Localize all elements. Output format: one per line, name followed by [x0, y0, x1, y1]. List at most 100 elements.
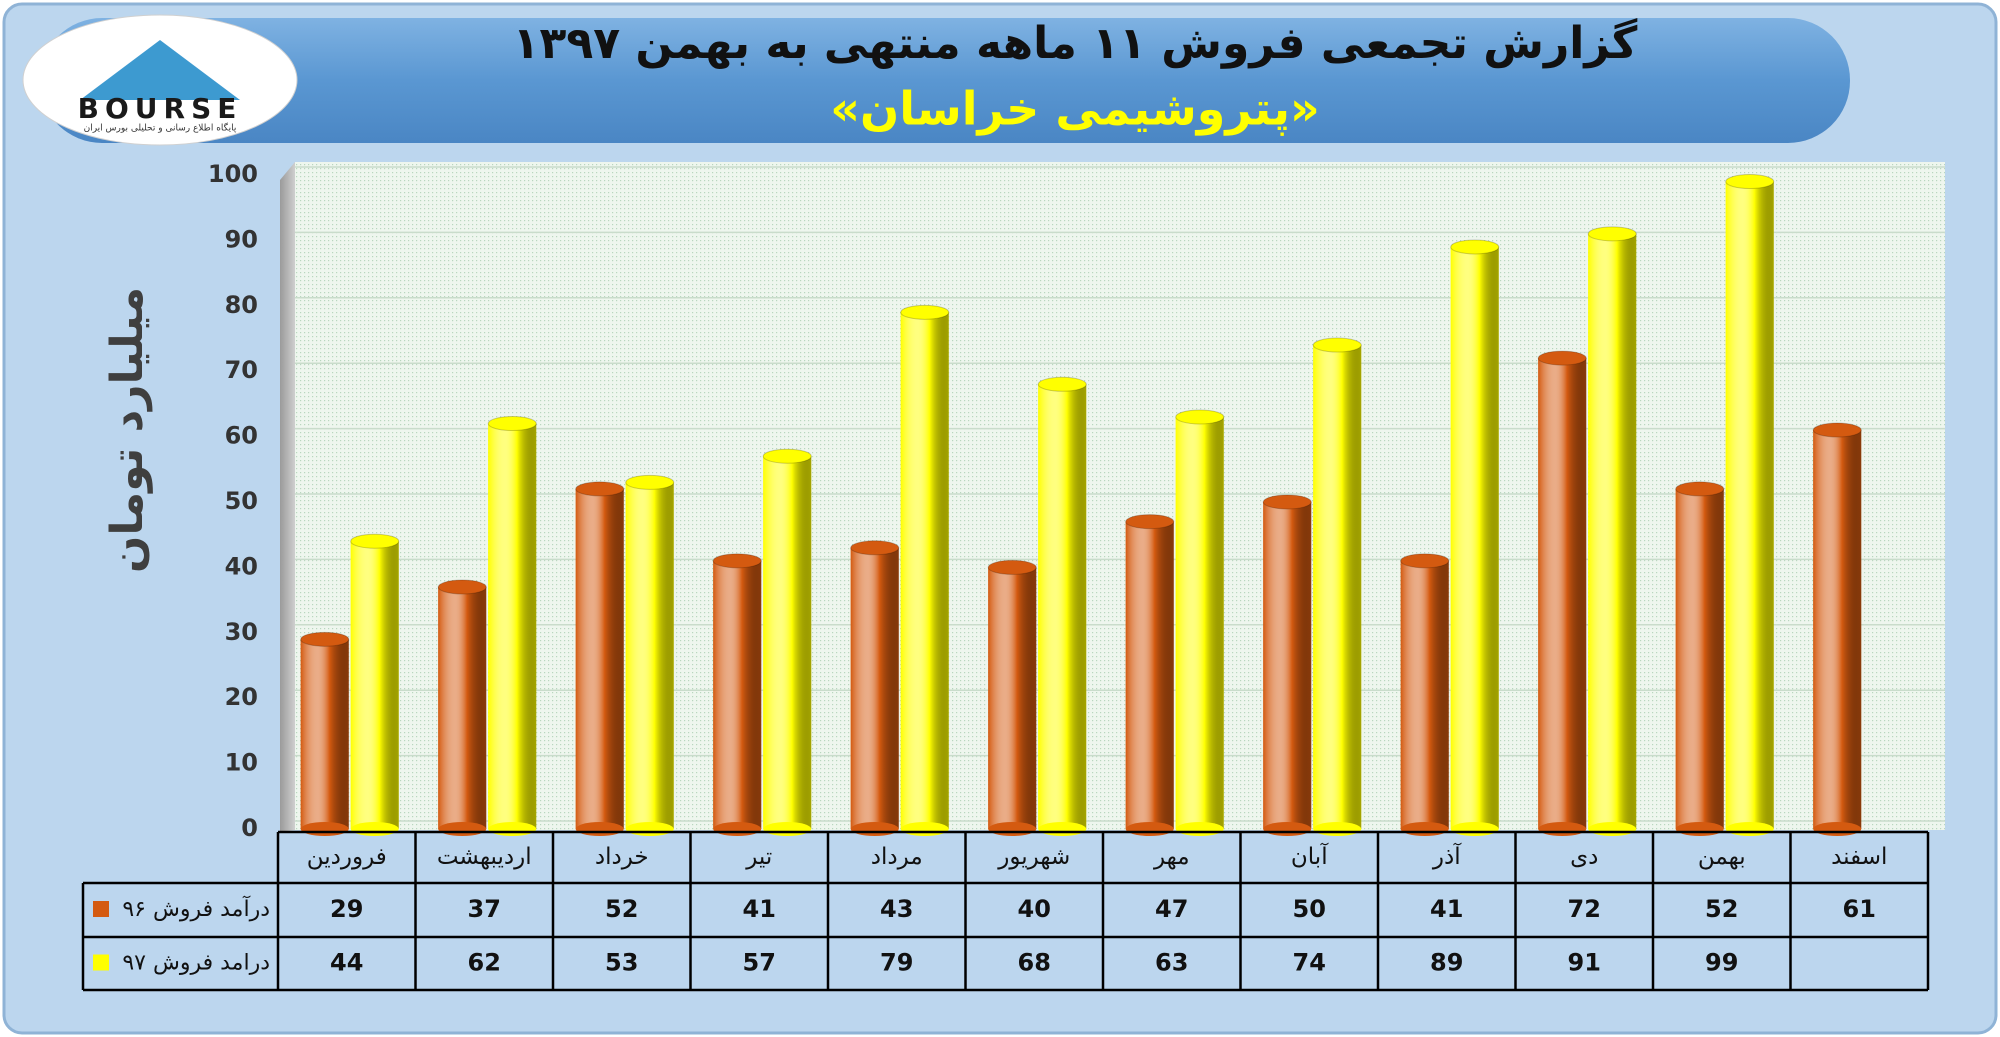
x-tick-label: اردیبهشت	[437, 844, 532, 870]
y-tick-label: 0	[241, 814, 258, 842]
bar-shade	[713, 560, 762, 829]
bar-base	[300, 822, 349, 836]
bar-shade	[1400, 560, 1449, 829]
table-value: 72	[1568, 895, 1601, 923]
bar-cap	[900, 304, 950, 320]
bar-base	[1313, 822, 1362, 836]
x-tick-label: آبان	[1291, 842, 1329, 870]
bar-base	[1725, 822, 1774, 836]
bar-cap	[1537, 350, 1587, 366]
table-value: 44	[330, 949, 363, 977]
y-tick-label: 70	[225, 356, 258, 384]
logo-shape	[80, 40, 240, 100]
x-tick-label: شهریور	[997, 844, 1070, 870]
x-tick-label: فروردین	[307, 844, 387, 870]
y-tick-label: 30	[225, 618, 258, 646]
bar-base	[1038, 822, 1087, 836]
x-tick-label: آذر	[1432, 842, 1462, 870]
bar-cap	[1262, 494, 1312, 510]
bar-cap	[487, 416, 537, 432]
bar-base	[850, 822, 899, 836]
chart-title: گزارش تجمعی فروش ۱۱ ماهه منتهی به بهمن ۱…	[513, 17, 1638, 69]
bar-base	[488, 822, 537, 836]
bar-shade	[900, 312, 949, 830]
y-tick-label: 10	[225, 749, 258, 777]
y-axis-label: میلیارد تومان	[102, 287, 153, 573]
y-tick-label: 80	[225, 291, 258, 319]
bar-cap	[300, 631, 350, 647]
bar-cap	[1037, 376, 1087, 392]
bar-cap	[350, 533, 400, 549]
table-value: 57	[743, 949, 776, 977]
bar-shade	[488, 423, 537, 829]
bar-cap	[1400, 553, 1450, 569]
x-tick-label: بهمن	[1698, 844, 1746, 870]
bar-shade	[1313, 345, 1362, 829]
bar-shade	[1538, 358, 1587, 829]
bar-shade	[300, 639, 349, 829]
plot-area	[295, 162, 1945, 830]
bar-base	[988, 822, 1037, 836]
bar-shade	[1125, 521, 1174, 829]
bar-shade	[1038, 384, 1087, 829]
legend-label: درامد فروش ۹۷	[122, 951, 270, 976]
bar-cap	[625, 474, 675, 490]
table-value: 99	[1705, 949, 1738, 977]
bar-cap	[1175, 409, 1225, 425]
bar-shade	[625, 482, 674, 829]
bar-base	[1538, 822, 1587, 836]
y-tick-label: 20	[225, 683, 258, 711]
table-value: 91	[1568, 949, 1601, 977]
bar-base	[575, 822, 624, 836]
bar-cap	[1450, 239, 1500, 255]
bar-base	[1675, 822, 1724, 836]
title-banner	[40, 18, 1850, 143]
x-tick-label: تیر	[745, 844, 772, 870]
bar-base	[900, 822, 949, 836]
table-value: 79	[880, 949, 913, 977]
bar-shade	[575, 488, 624, 829]
bar-shade	[1725, 181, 1774, 830]
bar-cap	[1725, 174, 1775, 190]
bar-cap	[437, 579, 487, 595]
bar-cap	[1812, 422, 1862, 438]
legend-swatch	[93, 954, 109, 971]
bar-cap	[1587, 226, 1637, 242]
bar-base	[625, 822, 674, 836]
bar-base	[763, 822, 812, 836]
bar-base	[1400, 822, 1449, 836]
bar-base	[1813, 822, 1862, 836]
bar-cap	[575, 481, 625, 497]
x-tick-label: دی	[1570, 844, 1598, 870]
logo: BOURSE پایگاه اطلاع رسانی و تحلیلی بورس …	[22, 14, 298, 146]
bar-shade	[1263, 502, 1312, 829]
logo-text: BOURSE	[78, 92, 243, 125]
bar-shade	[1175, 416, 1224, 829]
table-value: 52	[1705, 895, 1738, 923]
bar-base	[350, 822, 399, 836]
bar-shade	[1675, 488, 1724, 829]
x-tick-label: مهر	[1153, 844, 1190, 870]
legend-swatch	[93, 901, 109, 917]
bar-shade	[763, 456, 812, 829]
bar-shade	[850, 547, 899, 829]
logo-caption: پایگاه اطلاع رسانی و تحلیلی بورس ایران	[84, 122, 237, 134]
chart-subtitle: «پتروشیمی خراسان»	[830, 82, 1319, 137]
table-value: 50	[1293, 895, 1326, 923]
x-tick-label: اسفند	[1831, 844, 1887, 870]
y-tick-label: 100	[208, 160, 258, 188]
y-tick-label: 40	[225, 552, 258, 580]
bar-shade	[988, 567, 1037, 829]
bar-cap	[762, 448, 812, 464]
table-value: 63	[1155, 949, 1188, 977]
bar-shade	[350, 541, 399, 829]
bar-shade	[1588, 233, 1637, 830]
bar-base	[713, 822, 762, 836]
bar-cap	[712, 553, 762, 569]
table-value: 62	[468, 949, 501, 977]
table-value: 74	[1293, 949, 1326, 977]
y-tick-label: 90	[225, 225, 258, 253]
bar-cap	[1675, 481, 1725, 497]
legend-label: درآمد فروش ۹۶	[122, 895, 270, 922]
bar-base	[1450, 822, 1499, 836]
